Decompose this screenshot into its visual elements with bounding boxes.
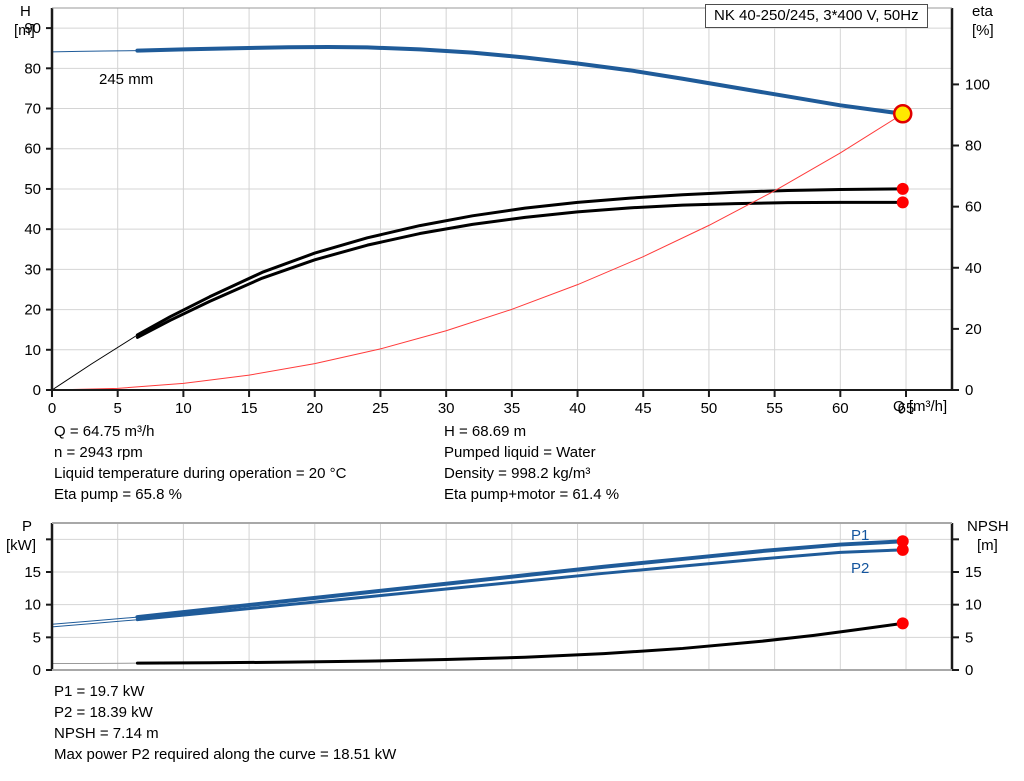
h-tick-label: 80: [24, 60, 41, 77]
power-info-column: P1 = 19.7 kW P2 = 18.39 kW NPSH = 7.14 m Ma…: [54, 681, 396, 765]
marker-p2-point: [896, 543, 909, 556]
eta-tick-label: 80: [965, 138, 982, 155]
duty-info-left-column: Q = 64.75 m³/h n = 2943 rpm Liquid tempera…: [54, 421, 346, 505]
q-tick-label: 25: [372, 400, 389, 415]
h-tick-label: 60: [24, 141, 41, 158]
h-axis-unit: [m]: [14, 22, 35, 39]
q-tick-label: 65: [898, 400, 915, 415]
curve-p1: [135, 539, 905, 620]
curve-head-h-245-mm: [135, 45, 905, 116]
curve-p1-thin-extension: [51, 616, 138, 625]
duty-info-right-column: H = 68.69 m Pumped liquid = Water Density …: [444, 421, 619, 505]
curve-head-h-245-mm-thin-extension: [51, 50, 138, 53]
power-info-line: P2 = 18.39 kW: [54, 704, 153, 721]
q-tick-label: 45: [635, 400, 652, 415]
pump-title: NK 40-250/245, 3*400 V, 50Hz: [714, 7, 919, 24]
curve-system-curve: [51, 113, 904, 391]
npsh-tick-label: 5: [965, 629, 973, 646]
h-tick-label: 50: [24, 181, 41, 198]
p-tick-label: 15: [24, 564, 41, 581]
curve-p2: [135, 548, 905, 622]
eta-tick-label: 100: [965, 76, 990, 93]
power-info-line: NPSH = 7.14 m: [54, 725, 159, 742]
q-tick-label: 20: [306, 400, 323, 415]
marker-duty-point: [892, 104, 913, 124]
h-tick-label: 30: [24, 261, 41, 278]
q-tick-label: 60: [832, 400, 849, 415]
q-tick-label: 55: [766, 400, 783, 415]
eta-tick-label: 60: [965, 199, 982, 216]
h-tick-label: 10: [24, 342, 41, 359]
duty-info-line: Pumped liquid = Water: [444, 444, 596, 461]
h-axis-name: H: [20, 3, 31, 20]
p-tick-label: 0: [33, 662, 41, 679]
duty-info-line: H = 68.69 m: [444, 423, 527, 440]
power-chart-canvas: 0 5 10 15 0 5 10 15: [24, 522, 982, 679]
q-tick-label: 30: [438, 400, 455, 415]
npsh-axis-unit: [m]: [977, 537, 998, 554]
h-tick-label: 40: [24, 221, 41, 238]
duty-info-line: Eta pump = 65.8 %: [54, 486, 182, 503]
head-efficiency-chart: 0 10 20 30 40 50 60 70 80 90 0 20 40 60 80 100 0 5 10 15 20 2…: [24, 7, 990, 415]
power-info-line: Max power P2 required along the curve = …: [54, 746, 397, 763]
duty-info-line: n = 2943 rpm: [54, 444, 143, 461]
marker-eta-pump-point: [896, 182, 909, 195]
curve-p2-thin-extension: [51, 619, 138, 628]
h-tick-label: 0: [33, 382, 41, 399]
h-tick-label: 90: [24, 20, 41, 37]
q-tick-label: 15: [241, 400, 258, 415]
curve-eta-pump: [135, 187, 905, 337]
q-tick-label: 0: [48, 400, 56, 415]
duty-info-line: Eta pump+motor = 61.4 %: [444, 486, 620, 503]
q-tick-label: 40: [569, 400, 586, 415]
power-info-line: P1 = 19.7 kW: [54, 683, 145, 700]
npsh-axis-name: NPSH: [967, 518, 1009, 535]
p-axis-name: P: [22, 518, 33, 535]
eta-axis-unit: [%]: [972, 22, 994, 39]
npsh-tick-label: 0: [965, 662, 973, 679]
eta-tick-label: 20: [965, 321, 982, 338]
p2-curve-label: P2: [851, 560, 870, 577]
q-tick-label: 35: [504, 400, 521, 415]
pump-title-box: NK 40-250/245, 3*400 V, 50Hz: [705, 4, 928, 28]
h-tick-label: 20: [24, 302, 41, 319]
marker-p1-point: [896, 535, 909, 548]
duty-info-line: Q = 64.75 m³/h: [54, 423, 155, 440]
head-chart-canvas: 0 10 20 30 40 50 60 70 80 90 0 20 40 60 80 100 0 5 10 15 20 2…: [24, 7, 990, 415]
q-tick-label: 10: [175, 400, 192, 415]
eta-tick-label: 40: [965, 260, 982, 277]
q-tick-label: 5: [114, 400, 122, 415]
npsh-tick-label: 10: [965, 597, 982, 614]
h-tick-label: 70: [24, 101, 41, 118]
duty-info-line: Liquid temperature during operation = 20…: [54, 465, 347, 482]
eta-tick-label: 0: [965, 382, 973, 399]
eta-axis-name: eta: [972, 3, 993, 20]
p-tick-label: 10: [24, 597, 41, 614]
q-tick-label: 50: [701, 400, 718, 415]
marker-npsh-point: [896, 617, 909, 630]
impeller-diameter-label: 245 mm: [99, 71, 154, 88]
curve-eta-thin-extension: [51, 334, 138, 391]
power-npsh-chart: 0 5 10 15 0 5 10 15: [0, 515, 1024, 680]
p1-curve-label: P1: [851, 527, 870, 544]
npsh-tick-label: 15: [965, 564, 982, 581]
duty-info-line: Density = 998.2 kg/m³: [444, 465, 591, 482]
p-axis-unit: [kW]: [6, 537, 36, 554]
curve-eta-pump-motor: [135, 200, 905, 339]
p-tick-label: 5: [33, 629, 41, 646]
curve-npsh: [135, 621, 905, 665]
marker-eta-pump-motor-point: [896, 196, 909, 209]
q-axis-label-top: Q [m³/h]: [893, 398, 948, 415]
